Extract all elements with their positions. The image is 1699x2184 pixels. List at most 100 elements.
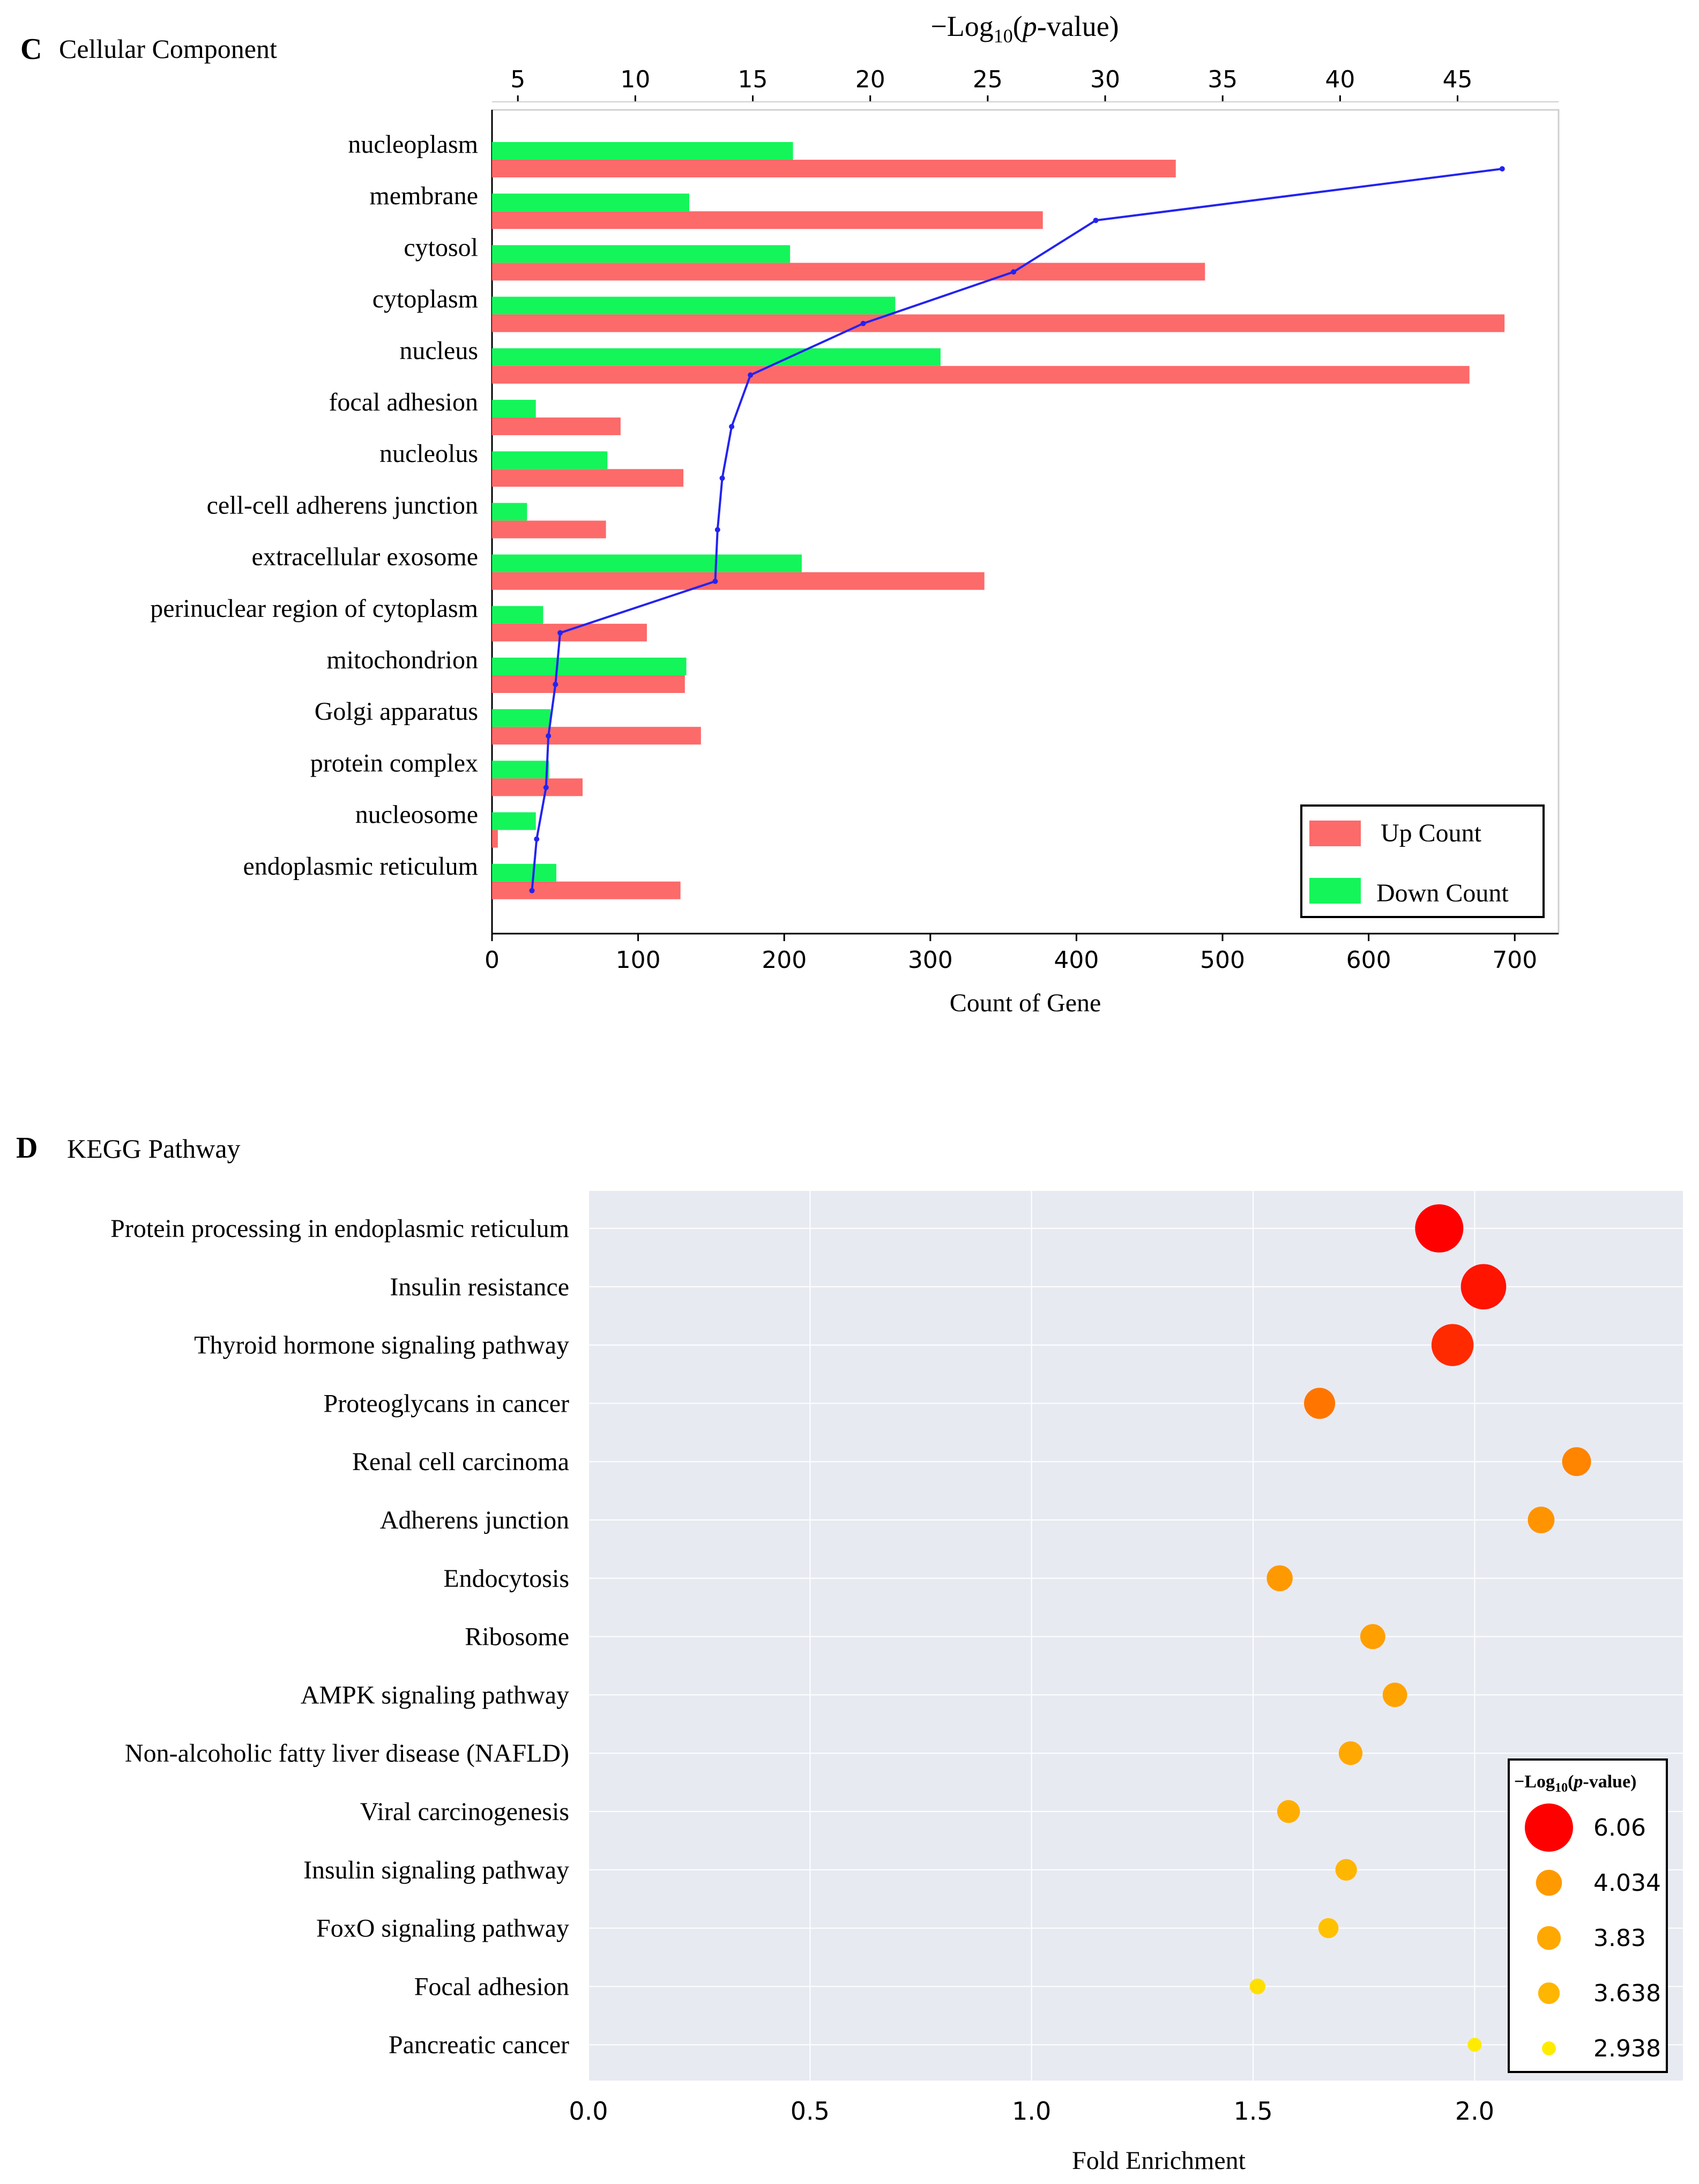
bubble-thyroid-hormone-signaling-pathway [1431,1324,1474,1366]
category-label-cytosol: cytosol [404,233,478,262]
bubble-ampk-signaling-pathway [1382,1682,1407,1708]
panel-d-title: KEGG Pathway [67,1134,241,1164]
legend-bubble [1538,1982,1560,2004]
x-tick-label: 0.5 [791,2097,830,2126]
top-axis-title: −Log10(p-value) [930,10,1119,47]
pathway-label-non-alcoholic-fatty-liver-disease-nafld: Non-alcoholic fatty liver disease (NAFLD… [125,1739,569,1768]
plot-background [588,1191,1683,2081]
panel-c-title: Cellular Component [59,34,277,64]
legend-value-label: 4.034 [1593,1869,1661,1897]
up-count-bar-nucleoplasm [492,160,1176,177]
legend-down-swatch [1309,878,1361,904]
down-count-bar-nucleus [492,348,941,366]
category-label-extracellular-exosome: extracellular exosome [252,543,478,571]
x-axis-ticks: 0.0 0.5 1.0 1.5 2.0 [569,2097,1494,2126]
bubble-adherens-junction [1527,1507,1555,1533]
top-tick-label: 15 [738,66,768,93]
bubble-group [1249,1204,1591,2052]
legend-bubble [1542,2041,1556,2055]
pvalue-point-cell-cell-adherens-junction [714,527,720,533]
top-tick-label: 35 [1208,66,1238,93]
category-label-nucleosome: nucleosome [355,801,478,829]
pathway-label-viral-carcinogenesis: Viral carcinogenesis [360,1798,569,1826]
category-label-mitochondrion: mitochondrion [326,646,478,674]
pvalue-point-focal-adhesion [729,424,735,429]
category-label-focal-adhesion: focal adhesion [329,388,478,416]
x-tick-label: 0.0 [569,2097,608,2126]
pathway-label-ribosome: Ribosome [465,1623,569,1651]
bubble-focal-adhesion [1249,1978,1266,1995]
pathway-label-protein-processing-in-endoplasmic-reticulum: Protein processing in endoplasmic reticu… [110,1214,569,1243]
pvalue-line-group [529,166,1505,893]
down-count-bar-endoplasmic-reticulum [492,863,556,882]
bubble-non-alcoholic-fatty-liver-disease-nafld [1338,1741,1363,1765]
pvalue-point-membrane [1093,218,1099,223]
legend-up-swatch [1309,821,1361,846]
up-count-bar-cytoplasm [492,314,1505,332]
x-tick-label: 600 [1346,946,1391,974]
pvalue-point-protein-complex [543,785,549,791]
down-count-bar-extracellular-exosome [492,554,802,572]
up-count-bar-mitochondrion [492,675,685,693]
x-axis-title: Fold Enrichment [1072,2146,1246,2175]
x-tick-label: 100 [616,946,661,974]
bubble-insulin-resistance [1460,1264,1507,1310]
top-tick-label: 10 [620,66,650,93]
panel-c: C Cellular Component −Log10(p-value) 5 10… [20,10,1560,1017]
up-count-bar-nucleolus [492,469,684,487]
x-axis-title: Count of Gene [950,989,1101,1017]
down-count-bar-mitochondrion [492,658,687,675]
up-count-bar-cytosol [492,263,1205,281]
pathway-label-endocytosis: Endocytosis [443,1564,569,1593]
legend-d-box [1508,1758,1668,2073]
down-count-bar-membrane [492,193,690,212]
category-label-nucleoplasm: nucleoplasm [348,130,478,159]
x-tick-label: 400 [1054,946,1099,974]
pathway-label-ampk-signaling-pathway: AMPK signaling pathway [301,1681,569,1709]
x-tick-label: 700 [1492,946,1537,974]
legend-bubble [1536,1869,1562,1896]
pvalue-point-cytoplasm [860,320,866,326]
up-count-bar-membrane [492,211,1043,229]
top-tick-label: 45 [1443,66,1473,93]
category-label-golgi-apparatus: Golgi apparatus [315,697,478,726]
down-count-bar-cytosol [492,245,791,263]
x-tick-label: 2.0 [1455,2097,1494,2126]
x-axis-ticks: 0 100 200 300 400 500 600 700 [485,934,1537,974]
category-label-endoplasmic-reticulum: endoplasmic reticulum [243,852,478,881]
category-label-nucleus: nucleus [399,337,478,365]
panel-d: D KEGG Pathway Protein processing in end… [16,1131,1683,2175]
category-label-cytoplasm: cytoplasm [372,285,478,314]
up-count-bar-nucleus [492,366,1470,384]
top-tick-label: 40 [1325,66,1355,93]
up-count-bar-golgi-apparatus [492,727,701,745]
legend-d-entries: 6.06 4.034 3.83 3.638 2.938 [1525,1803,1661,2062]
pvalue-point-nucleoplasm [1499,166,1505,172]
category-label-perinuclear-region-of-cytoplasm: perinuclear region of cytoplasm [150,594,478,623]
pathway-label-adherens-junction: Adherens junction [380,1506,569,1534]
bubble-foxo-signaling-pathway [1318,1918,1339,1939]
pvalue-point-golgi-apparatus [546,733,552,739]
up-count-bar-perinuclear-region-of-cytoplasm [492,623,647,642]
legend-value-label: 2.938 [1593,2035,1661,2062]
down-count-bar-nucleolus [492,451,608,469]
pvalue-point-extracellular-exosome [712,578,718,584]
pathway-label-insulin-resistance: Insulin resistance [390,1273,569,1301]
top-tick-label: 20 [855,66,885,93]
bubble-endocytosis [1266,1565,1293,1592]
legend-value-label: 3.638 [1593,1980,1661,2007]
pathway-label-focal-adhesion: Focal adhesion [414,1972,569,2001]
pvalue-point-endoplasmic-reticulum [529,888,535,893]
category-labels: nucleoplasm membrane cytosol cytoplasm nucle… [150,130,478,881]
legend-c: Up Count Down Count [1300,804,1545,918]
up-count-bar-protein-complex [492,778,583,796]
down-count-bar-perinuclear-region-of-cytoplasm [492,606,543,624]
category-label-nucleolus: nucleolus [379,439,478,468]
x-tick-label: 300 [908,946,953,974]
top-axis-ticks: 5 10 15 20 25 30 35 40 45 [492,66,1559,102]
down-count-bar-nucleosome [492,812,536,830]
top-tick-label: 30 [1090,66,1120,93]
pathway-labels: Protein processing in endoplasmic reticu… [110,1214,569,2059]
bubble-protein-processing-in-endoplasmic-reticulum [1415,1204,1464,1253]
